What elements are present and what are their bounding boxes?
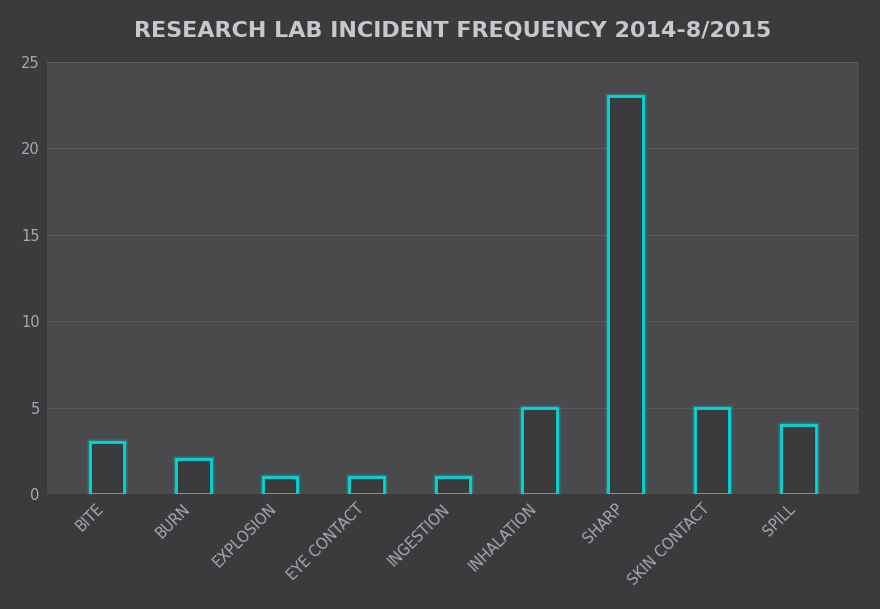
Bar xyxy=(90,442,124,494)
Bar xyxy=(522,407,556,494)
Bar xyxy=(176,460,211,494)
Bar xyxy=(90,442,124,494)
Bar xyxy=(262,477,297,494)
Bar xyxy=(781,425,816,494)
Bar xyxy=(349,477,384,494)
Bar xyxy=(436,477,470,494)
Bar xyxy=(349,477,384,494)
Bar xyxy=(349,477,384,494)
Bar xyxy=(608,96,643,494)
Bar xyxy=(436,477,470,494)
Bar xyxy=(522,407,556,494)
Title: RESEARCH LAB INCIDENT FREQUENCY 2014-8/2015: RESEARCH LAB INCIDENT FREQUENCY 2014-8/2… xyxy=(135,21,772,41)
Bar xyxy=(695,407,730,494)
Bar xyxy=(436,477,470,494)
Bar xyxy=(522,407,556,494)
Bar xyxy=(176,460,211,494)
Bar xyxy=(262,477,297,494)
Bar xyxy=(695,407,730,494)
Bar xyxy=(608,96,643,494)
Bar xyxy=(781,425,816,494)
Bar xyxy=(781,425,816,494)
Bar xyxy=(608,96,643,494)
Bar xyxy=(176,460,211,494)
Bar xyxy=(695,407,730,494)
Bar xyxy=(90,442,124,494)
Bar xyxy=(262,477,297,494)
